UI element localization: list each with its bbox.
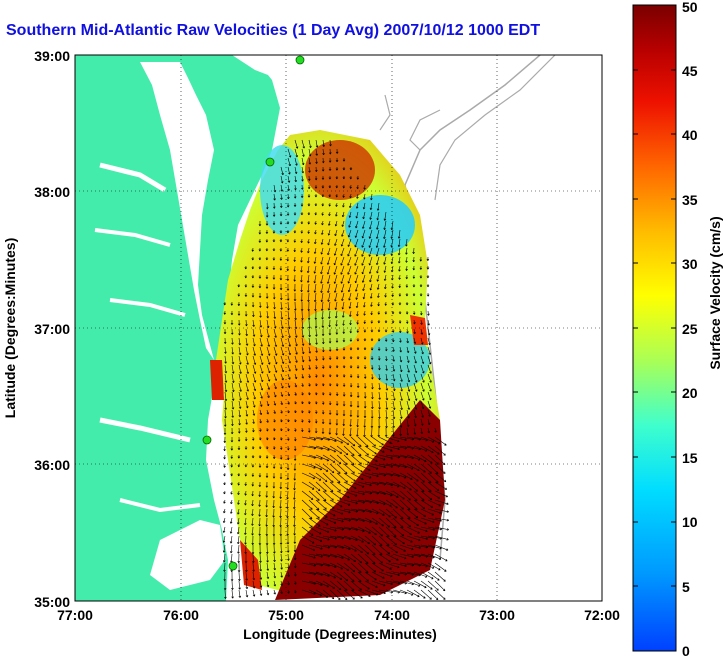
- y-axis-label: Latitude (Degrees:Minutes): [2, 237, 18, 419]
- station-marker: [228, 561, 238, 571]
- x-tick-label: 73:00: [479, 607, 515, 623]
- y-tick-label: 39:00: [34, 48, 70, 64]
- colorbar-tick-label: 0: [682, 643, 690, 659]
- y-tick-label: 36:00: [34, 457, 70, 473]
- x-axis-label: Longitude (Degrees:Minutes): [243, 626, 437, 642]
- colorbar-tick-label: 50: [682, 0, 698, 15]
- colorbar-tick-label: 40: [682, 127, 698, 143]
- velocity-arrows: [222, 139, 449, 600]
- colorbar-tick-label: 35: [682, 192, 698, 208]
- station-marker: [202, 435, 212, 445]
- colorbar-label: Surface Velocity (cm/s): [707, 216, 723, 370]
- x-tick-label: 76:00: [163, 607, 199, 623]
- colorbar-tick-label: 25: [682, 321, 698, 337]
- x-tick-label: 74:00: [374, 607, 410, 623]
- x-tick-label: 72:00: [584, 607, 620, 623]
- colorbar-tick-label: 10: [682, 514, 698, 530]
- y-tick-label: 38:00: [34, 184, 70, 200]
- fast-zone: [305, 140, 375, 200]
- station-marker: [295, 55, 305, 65]
- station-marker: [265, 157, 275, 167]
- land-mass: [75, 55, 280, 601]
- colorbar-tick-label: 15: [682, 450, 698, 466]
- plot-frame: [74, 54, 603, 602]
- velocity-vectors: [222, 139, 449, 600]
- chesapeake-bay: [140, 62, 214, 360]
- y-tick-label: 35:00: [34, 594, 70, 610]
- colorbar-tick-label: 30: [682, 256, 698, 272]
- colorbar-tick-label: 5: [682, 579, 690, 595]
- colorbar-tick-label: 20: [682, 385, 698, 401]
- colorbar: [632, 4, 677, 652]
- x-tick-label: 77:00: [57, 607, 93, 623]
- y-tick-label: 37:00: [34, 321, 70, 337]
- colorbar-tick-label: 45: [682, 63, 698, 79]
- pamlico-sound: [150, 520, 225, 590]
- x-tick-label: 75:00: [268, 607, 304, 623]
- map-title: Southern Mid-Atlantic Raw Velocities (1 …: [6, 22, 541, 39]
- grid: [75, 55, 602, 601]
